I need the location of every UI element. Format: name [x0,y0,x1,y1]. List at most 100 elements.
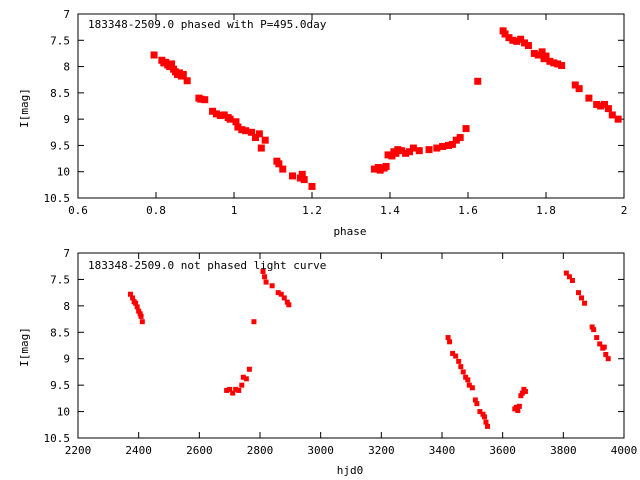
data-point [576,290,581,296]
data-point [261,136,269,144]
y-tick-label: 8.5 [50,326,70,339]
data-point [481,414,487,420]
data-point [201,96,209,104]
data-point [472,397,478,403]
x-tick-label: 1.2 [302,204,322,217]
x-tick-label: 1.6 [458,204,478,217]
data-point [136,308,142,314]
data-point [515,408,521,414]
data-point [370,165,378,173]
data-point [279,165,287,173]
data-point [601,344,607,350]
data-point [134,304,140,310]
data-point [133,300,139,306]
y-tick-label: 9.5 [50,139,70,152]
data-point [130,295,136,301]
data-point [594,335,600,341]
data-point [220,111,228,119]
x-tick-label: 3200 [368,444,395,457]
data-point [477,409,483,415]
x-tick-label: 2200 [65,444,92,457]
data-point [516,403,522,409]
data-point [242,127,250,135]
y-axis-label: I[mag] [18,327,31,367]
data-point [230,390,236,396]
data-point [591,327,597,333]
data-point [216,111,224,119]
data-point [278,291,284,297]
data-point [575,85,583,93]
data-point [269,283,275,289]
y-tick-label: 9 [63,113,70,126]
data-point [456,358,462,364]
y-axis-label: I[mag] [18,88,31,128]
x-tick-label: 2600 [186,444,213,457]
data-point [597,341,603,347]
data-point [183,77,191,85]
data-point [224,387,230,393]
data-point [308,182,316,190]
x-tick-label: 3600 [489,444,516,457]
x-tick-label: 0.6 [68,204,88,217]
phased-light-curve-panel: 183348-2509.0 phased with P=495.0day pha… [18,8,627,238]
data-point [139,319,145,325]
data-point [546,57,554,65]
data-point [179,70,187,78]
data-point [517,35,525,43]
data-point [388,152,396,160]
x-tick-label: 3000 [307,444,334,457]
data-point [483,419,489,425]
y-tick-label: 9.5 [50,379,70,392]
data-point [415,147,423,155]
data-point [513,37,521,45]
x-tick-label: 3400 [429,444,456,457]
x-tick-label: 3800 [550,444,577,457]
data-point [300,176,308,184]
data-point [137,311,143,317]
data-point [538,48,546,56]
y-tick-label: 10.5 [44,432,71,445]
data-point [234,123,242,131]
data-point [150,51,158,59]
data-point [263,279,269,285]
data-point [239,382,245,388]
data-point [465,377,471,383]
y-tick-label: 10 [57,166,70,179]
data-point [534,51,542,59]
data-point [392,149,400,157]
data-point [605,356,611,362]
data-point [585,94,593,102]
data-point [409,144,417,152]
data-point [469,385,475,391]
data-point [569,277,575,283]
data-point [376,166,384,174]
x-tick-label: 1.8 [536,204,556,217]
data-point [554,60,562,68]
data-point [209,107,217,115]
x-tick-label: 1.4 [380,204,400,217]
data-point [474,401,480,407]
data-point [448,140,456,148]
data-point [563,270,569,276]
data-point [382,162,390,170]
data-point [513,404,519,410]
data-point [394,146,402,154]
y-tick-label: 8.5 [50,87,70,100]
y-tick-label: 10 [57,406,70,419]
data-point [593,100,601,108]
x-tick-label: 4000 [611,444,638,457]
data-point [603,351,609,357]
data-point [238,126,246,134]
data-point [453,353,459,359]
data-point [296,174,304,182]
plot-frame [77,13,625,199]
y-tick-label: 7 [63,247,70,260]
data-point [558,62,566,70]
y-tick-label: 8 [63,300,70,313]
data-point [289,172,296,180]
data-point [168,60,176,68]
data-point [614,115,622,123]
data-point [447,339,453,345]
y-tick-label: 7.5 [50,34,70,47]
data-point [463,374,469,380]
